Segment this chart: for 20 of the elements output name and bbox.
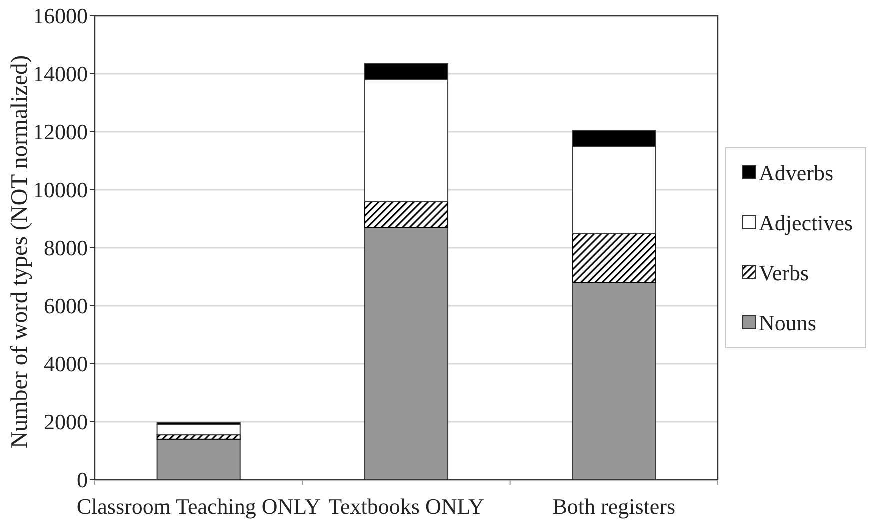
y-tick-label: 8000 bbox=[44, 236, 88, 261]
y-tick-label: 4000 bbox=[44, 352, 88, 377]
y-tick-label: 12000 bbox=[33, 120, 88, 145]
legend-label: Adjectives bbox=[759, 210, 854, 236]
y-tick-label: 2000 bbox=[44, 410, 88, 435]
x-tick-label: Textbooks ONLY bbox=[328, 494, 484, 519]
y-tick-label: 14000 bbox=[33, 62, 88, 87]
y-tick-label: 16000 bbox=[33, 4, 88, 29]
legend-label: Nouns bbox=[759, 310, 816, 336]
y-tick-label: 6000 bbox=[44, 294, 88, 319]
legend-label: Adverbs bbox=[759, 160, 834, 186]
x-tick-label: Both registers bbox=[552, 494, 676, 519]
bar bbox=[364, 201, 449, 228]
bar bbox=[156, 424, 241, 436]
x-tick-label: Classroom Teaching ONLY bbox=[76, 494, 321, 519]
y-axis-title: Number of word types (NOT normalized) bbox=[7, 55, 34, 449]
y-tick-label: 10000 bbox=[33, 178, 88, 203]
y-tick-label: 0 bbox=[77, 468, 88, 493]
legend-label: Verbs bbox=[759, 260, 810, 286]
bar bbox=[572, 233, 656, 284]
